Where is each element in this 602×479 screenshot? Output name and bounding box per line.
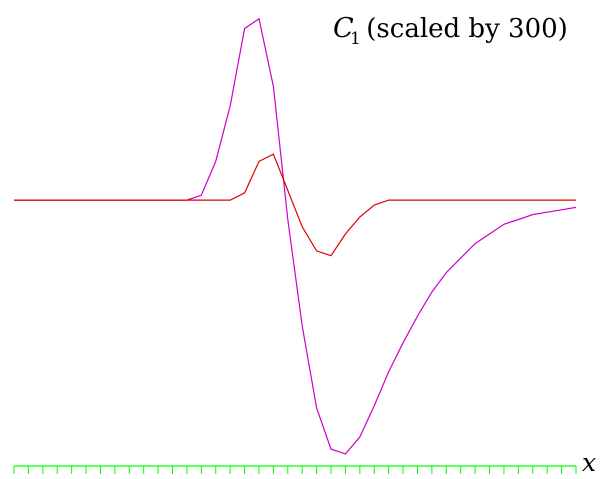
series-layer [14, 17, 577, 455]
chart-title: C 1 (scaled by 300) [333, 13, 568, 49]
x-axis-label: x [582, 448, 596, 477]
chart-title-text: (scaled by 300) [358, 14, 568, 44]
series-line-2 [14, 153, 576, 257]
chart-title-symbol: C [333, 13, 354, 44]
series-line-1 [14, 17, 577, 455]
chart-title-subscript: 1 [350, 29, 361, 49]
x-axis [13, 465, 577, 474]
x-axis-ticks [13, 466, 577, 474]
